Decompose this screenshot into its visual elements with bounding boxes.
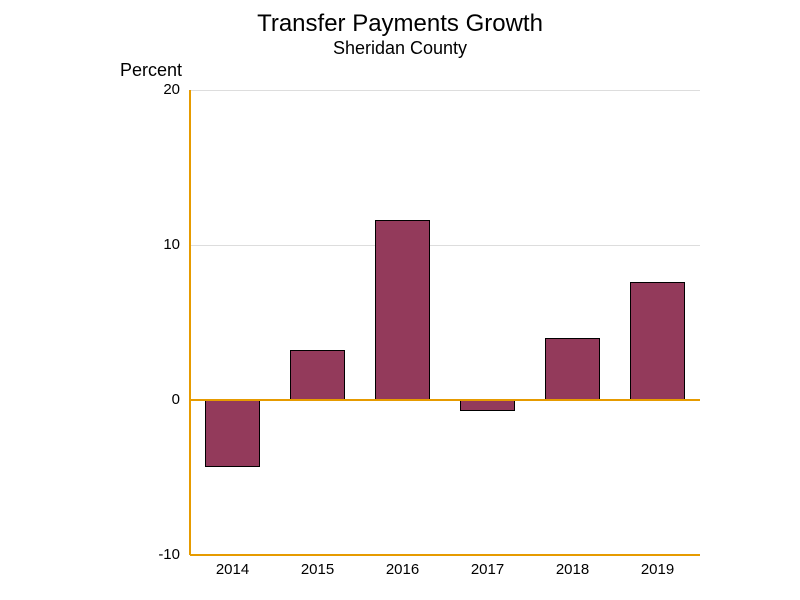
bar [205,400,260,467]
x-tick-label: 2018 [530,561,615,578]
bar [460,400,515,411]
gridline [190,90,700,91]
chart-container: Transfer Payments Growth Sheridan County… [0,0,800,600]
bar [545,338,600,400]
plot-area [190,90,700,555]
x-tick-label: 2015 [275,561,360,578]
zero-line [190,399,700,401]
y-tick-label: 10 [140,236,180,253]
x-tick-label: 2016 [360,561,445,578]
bar [290,350,345,400]
y-axis-line [189,90,191,555]
y-tick-label: 0 [140,391,180,408]
chart-title: Transfer Payments Growth [0,10,800,38]
y-tick-label: 20 [140,81,180,98]
bar [630,282,685,400]
x-axis-line [190,554,700,556]
x-tick-label: 2014 [190,561,275,578]
gridline [190,245,700,246]
chart-subtitle: Sheridan County [0,38,800,59]
y-axis-label: Percent [120,60,182,81]
bar [375,220,430,400]
x-tick-label: 2017 [445,561,530,578]
x-tick-label: 2019 [615,561,700,578]
y-tick-label: -10 [140,546,180,563]
